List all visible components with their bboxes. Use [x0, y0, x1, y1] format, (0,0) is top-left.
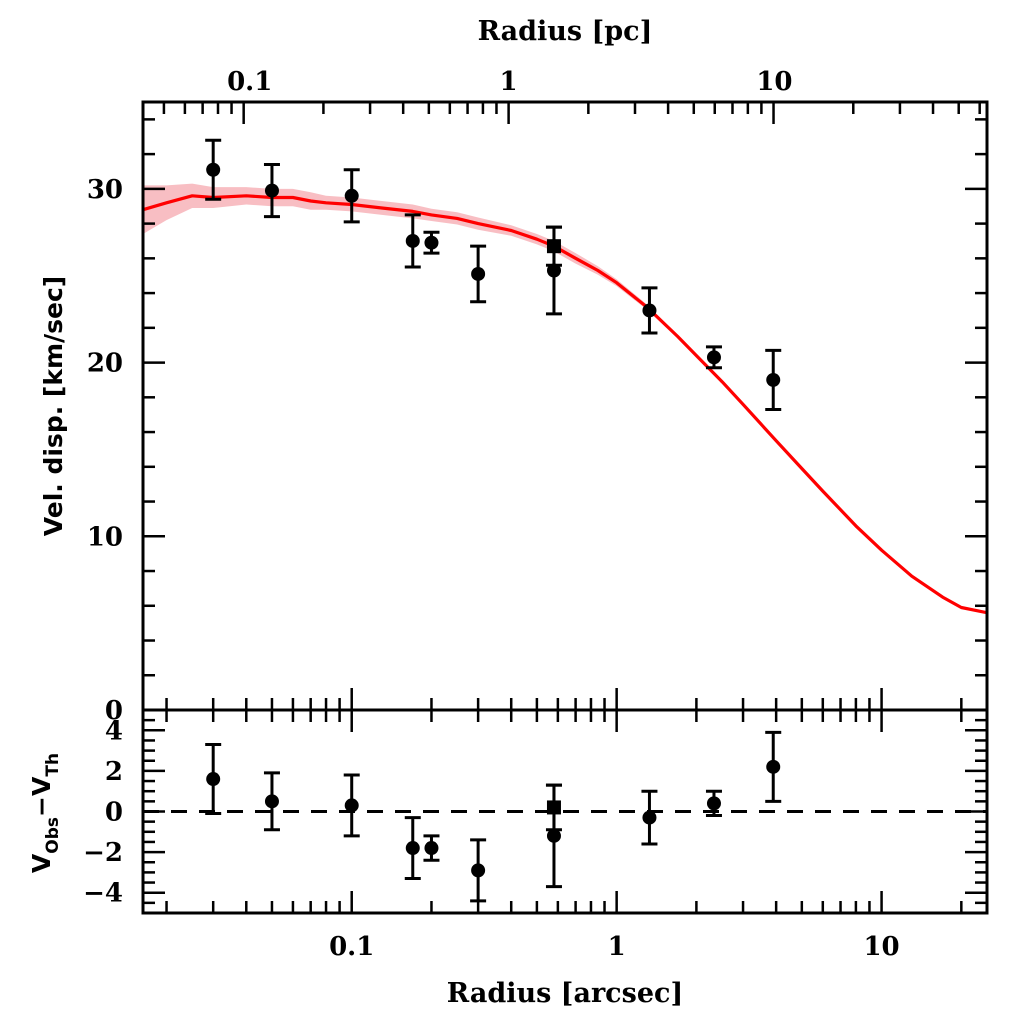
bottom-x-tick-label: 1 — [608, 932, 626, 962]
model-line — [143, 194, 987, 615]
residual-y-axis-title: VObs−VTh — [27, 753, 63, 873]
main-square-point — [546, 239, 561, 254]
residual-point — [424, 841, 439, 856]
main-point — [424, 235, 439, 250]
main-y-tick-label: 0 — [105, 696, 123, 726]
residual-y-tick-label: 0 — [105, 798, 123, 828]
axis-ticks — [143, 102, 987, 915]
bottom-x-tick-label: 10 — [863, 932, 899, 962]
main-point — [642, 303, 657, 318]
residual-ylabel-sub1: Obs — [43, 817, 63, 854]
model-band — [143, 183, 987, 613]
residual-ylabel-minus: − — [27, 796, 56, 817]
bottom-x-axis-title: Radius [arcsec] — [447, 978, 683, 1009]
residual-point — [471, 863, 486, 878]
data-points — [205, 138, 782, 903]
main-point — [766, 372, 781, 387]
main-point — [706, 350, 721, 365]
main-y-tick-label: 20 — [87, 349, 123, 379]
plot-frames — [141, 100, 989, 915]
main-point — [471, 266, 486, 281]
residual-ylabel-v1: V — [27, 853, 56, 873]
residual-y-tick-label: 2 — [105, 757, 123, 787]
residual-y-tick-label: −2 — [83, 838, 123, 868]
residual-y-tick-label: −4 — [83, 879, 123, 909]
tick-labels: 0.1 1 10 0.1 1 10 0 10 20 30 −4 −2 0 2 4 — [83, 67, 900, 962]
model-uncertainty-band — [143, 183, 987, 613]
model-curve — [143, 194, 987, 615]
main-point — [206, 162, 221, 177]
residual-point — [344, 798, 359, 813]
residual-y-tick-label: 4 — [105, 716, 123, 746]
top-x-tick-label: 0.1 — [227, 67, 272, 97]
residual-point — [206, 772, 221, 787]
top-x-axis-title: Radius [pc] — [478, 16, 653, 47]
main-point — [344, 188, 359, 203]
residual-point — [706, 796, 721, 811]
residual-point — [546, 828, 561, 843]
top-x-tick-label: 1 — [500, 67, 518, 97]
residual-point — [264, 794, 279, 809]
residual-point — [766, 759, 781, 774]
residual-point — [642, 810, 657, 825]
main-point — [264, 183, 279, 198]
main-point — [405, 233, 420, 248]
residual-square-point — [546, 800, 561, 815]
main-point — [546, 263, 561, 278]
top-x-tick-label: 10 — [756, 67, 792, 97]
residual-ylabel-v2: V — [27, 776, 56, 796]
bottom-x-tick-label: 0.1 — [329, 932, 374, 962]
residual-point — [405, 841, 420, 856]
residual-plot-frame — [141, 708, 989, 915]
main-y-tick-label: 30 — [87, 175, 123, 205]
main-y-axis-title: Vel. disp. [km/sec] — [39, 276, 68, 536]
main-y-tick-label: 10 — [87, 522, 123, 552]
residual-ylabel-sub2: Th — [43, 753, 63, 777]
